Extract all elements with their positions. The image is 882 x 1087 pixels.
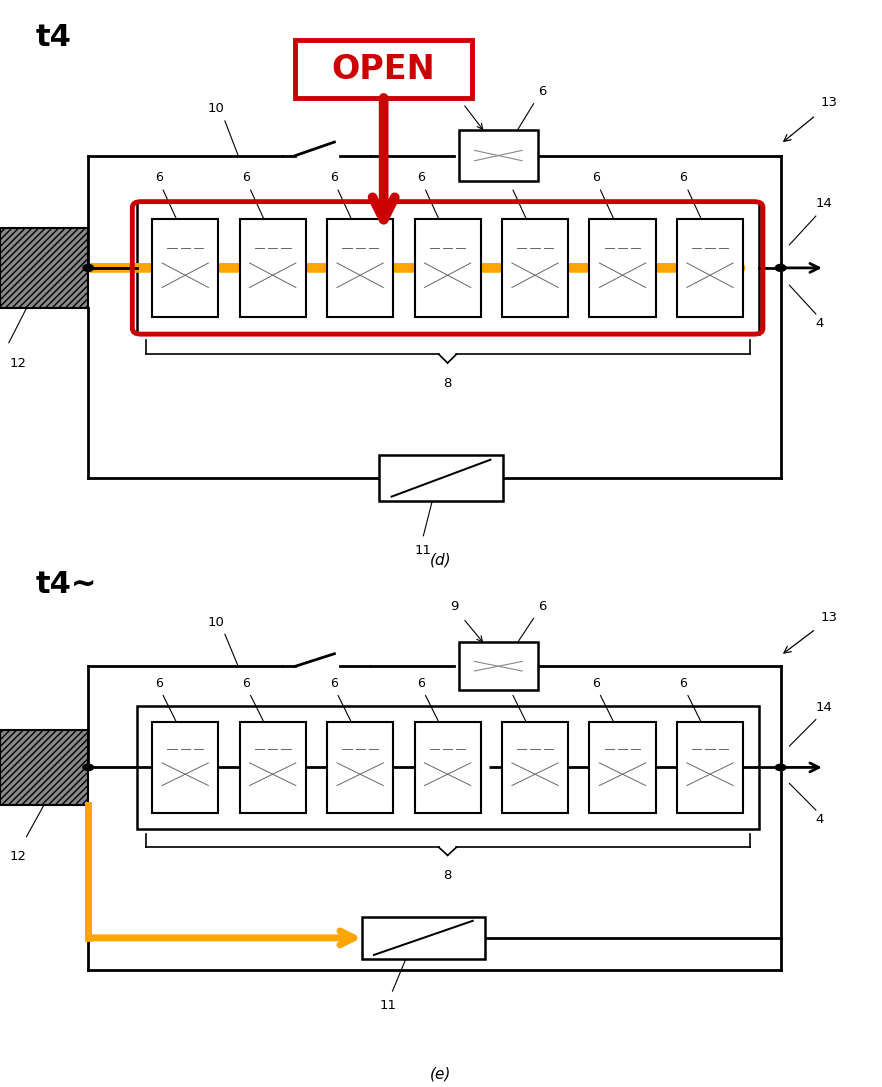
- Bar: [677, 722, 743, 813]
- Text: 8: 8: [444, 377, 452, 390]
- Text: 6: 6: [243, 677, 250, 690]
- Text: 4: 4: [816, 813, 824, 826]
- Circle shape: [83, 264, 93, 272]
- Bar: [0, 227, 88, 309]
- Text: 6: 6: [538, 85, 546, 98]
- Bar: [589, 722, 655, 813]
- Bar: [137, 202, 759, 334]
- Bar: [295, 40, 472, 98]
- Text: 6: 6: [592, 677, 600, 690]
- Text: 14: 14: [816, 701, 833, 714]
- Text: 6: 6: [330, 677, 338, 690]
- Bar: [589, 218, 655, 317]
- Text: 6: 6: [155, 677, 162, 690]
- Bar: [677, 218, 743, 317]
- Circle shape: [83, 764, 93, 771]
- Bar: [502, 722, 568, 813]
- Text: 6: 6: [680, 172, 687, 185]
- Bar: [327, 218, 393, 317]
- Bar: [152, 722, 219, 813]
- Text: OPEN: OPEN: [332, 52, 436, 86]
- Text: 13: 13: [820, 97, 837, 110]
- Bar: [0, 730, 88, 804]
- Text: 6: 6: [505, 677, 512, 690]
- Bar: [459, 642, 538, 690]
- Text: (e): (e): [430, 1066, 452, 1082]
- Bar: [459, 129, 538, 182]
- Bar: [379, 455, 503, 501]
- Bar: [415, 722, 481, 813]
- Text: 11: 11: [415, 545, 432, 558]
- Text: 9: 9: [450, 85, 459, 98]
- Text: (d): (d): [430, 552, 452, 567]
- Circle shape: [775, 764, 786, 771]
- Text: 6: 6: [417, 677, 425, 690]
- Text: 10: 10: [207, 616, 225, 629]
- Text: 10: 10: [207, 102, 225, 115]
- Bar: [415, 218, 481, 317]
- Bar: [137, 707, 759, 828]
- Text: 9: 9: [450, 600, 459, 613]
- Text: 6: 6: [538, 600, 546, 613]
- Text: 11: 11: [379, 999, 397, 1012]
- Text: 6: 6: [155, 172, 162, 185]
- Text: 12: 12: [9, 850, 26, 863]
- Text: 13: 13: [820, 611, 837, 624]
- Text: t4: t4: [35, 23, 71, 52]
- Text: 12: 12: [9, 358, 26, 371]
- Text: 8: 8: [444, 869, 452, 882]
- Text: 4: 4: [816, 317, 824, 329]
- Text: 6: 6: [592, 172, 600, 185]
- Bar: [502, 218, 568, 317]
- Bar: [240, 722, 306, 813]
- Bar: [362, 916, 485, 959]
- Bar: [152, 218, 219, 317]
- Text: 6: 6: [417, 172, 425, 185]
- Text: 6: 6: [505, 172, 512, 185]
- Text: 14: 14: [816, 197, 833, 210]
- Text: t4~: t4~: [35, 571, 97, 599]
- Bar: [327, 722, 393, 813]
- Circle shape: [775, 264, 786, 272]
- Bar: [240, 218, 306, 317]
- Text: 6: 6: [330, 172, 338, 185]
- Text: 6: 6: [680, 677, 687, 690]
- Text: 6: 6: [243, 172, 250, 185]
